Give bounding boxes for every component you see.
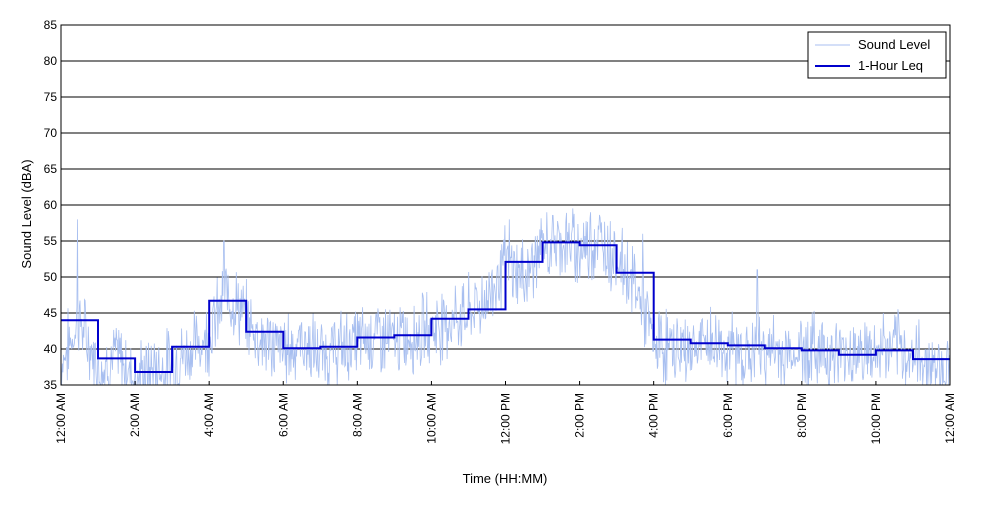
y-axis-ticks: 35 40 45 50 55 60 65 70 75 80 85: [44, 18, 65, 392]
x-axis-title: Time (HH:MM): [463, 471, 548, 486]
y-tick-label: 65: [44, 162, 58, 176]
x-tick-label: 6:00 AM: [276, 393, 290, 437]
y-tick-label: 50: [44, 270, 58, 284]
x-tick-label: 12:00 AM: [943, 393, 957, 444]
x-axis-ticks: 12:00 AM 2:00 AM 4:00 AM 6:00 AM 8:00 AM 10:0…: [54, 381, 957, 444]
y-tick-label: 75: [44, 90, 58, 104]
x-tick-label: 8:00 PM: [795, 393, 809, 438]
legend-sound-level-label: Sound Level: [858, 37, 930, 52]
x-tick-label: 2:00 PM: [573, 393, 587, 438]
y-axis-title: Sound Level (dBA): [19, 159, 34, 268]
legend-leq-label: 1-Hour Leq: [858, 58, 923, 73]
y-tick-label: 70: [44, 126, 58, 140]
y-tick-label: 80: [44, 54, 58, 68]
x-tick-label: 12:00 PM: [499, 393, 513, 444]
legend-box: [807, 31, 947, 79]
y-tick-label: 45: [44, 306, 58, 320]
y-tick-label: 60: [44, 198, 58, 212]
x-tick-label: 10:00 AM: [424, 393, 438, 444]
y-tick-label: 40: [44, 342, 58, 356]
y-tick-label: 35: [44, 378, 58, 392]
x-tick-label: 4:00 PM: [647, 393, 661, 438]
x-tick-label: 2:00 AM: [128, 393, 142, 437]
x-tick-label: 10:00 PM: [869, 393, 883, 444]
x-tick-label: 4:00 AM: [202, 393, 216, 437]
leq-series: [61, 241, 950, 373]
y-tick-label: 85: [44, 18, 58, 32]
leq-step-line: [61, 241, 950, 373]
y-tick-label: 55: [44, 234, 58, 248]
x-tick-label: 12:00 AM: [54, 393, 68, 444]
legend: Sound Level 1-Hour Leq: [807, 31, 947, 79]
x-tick-label: 8:00 AM: [350, 393, 364, 437]
x-tick-label: 6:00 PM: [721, 393, 735, 438]
